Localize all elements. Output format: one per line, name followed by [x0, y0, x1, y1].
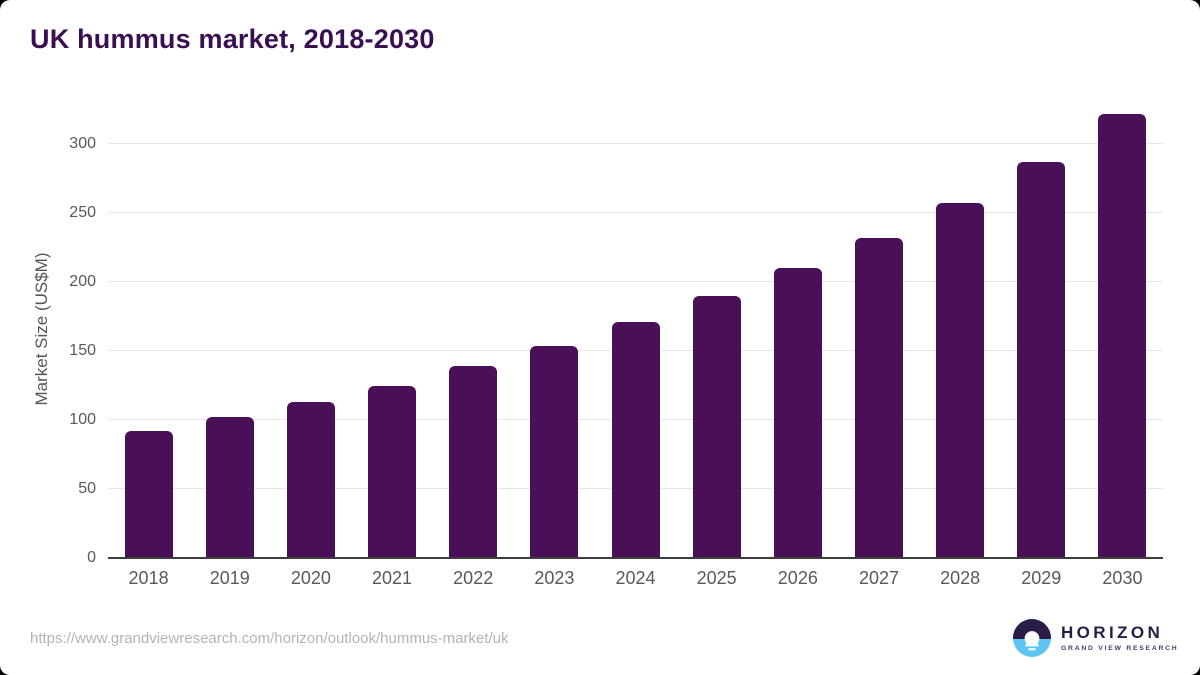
logo-name: HORIZON [1061, 623, 1164, 643]
y-axis-title: Market Size (US$M) [32, 252, 51, 406]
x-tick-label-2029: 2029 [1021, 568, 1062, 588]
brand-logo: HORIZON GRAND VIEW RESEARCH [1013, 619, 1178, 657]
bar-slot-2028 [920, 100, 1001, 558]
bar-2025[interactable] [692, 295, 741, 558]
x-tick-label-2019: 2019 [209, 568, 250, 588]
horizon-sun-circle-icon [1013, 619, 1051, 657]
y-tick-label-250: 250 [69, 204, 96, 222]
bar-2023[interactable] [530, 345, 579, 558]
source-url: https://www.grandviewresearch.com/horizo… [30, 630, 509, 647]
plot-area: 0 50 100 150 200 250 300 [69, 100, 1163, 566]
x-tick-label-2020: 2020 [290, 568, 331, 588]
bar-slot-2030 [1082, 100, 1163, 558]
gridline-300 [108, 143, 1163, 145]
x-tick-label-2022: 2022 [453, 568, 494, 588]
bar-slot-2024 [595, 100, 676, 558]
x-tick-label-2030: 2030 [1102, 568, 1143, 588]
x-tick-label-2023: 2023 [534, 568, 575, 588]
bar-2026[interactable] [773, 268, 822, 558]
x-tick-label-2026: 2026 [777, 568, 818, 588]
x-tick-label-2028: 2028 [940, 568, 981, 588]
y-tick-label-50: 50 [78, 480, 96, 498]
x-tick-label-2025: 2025 [696, 568, 737, 588]
bar-slot-2020 [270, 100, 351, 558]
bar-slot-2027 [838, 100, 919, 558]
bar-2020[interactable] [286, 402, 335, 558]
bar-slot-2026 [757, 100, 838, 558]
bar-slot-2022 [433, 100, 514, 558]
bar-slot-2019 [189, 100, 270, 558]
gridline-250 [108, 212, 1163, 214]
bar-2030[interactable] [1098, 113, 1147, 558]
x-tick-label-2024: 2024 [615, 568, 656, 588]
bars-row [108, 100, 1163, 558]
y-tick-label-100: 100 [69, 411, 96, 429]
x-axis-labels: 2018 2019 2020 2021 2022 2023 2024 2025 2026 2027… [108, 568, 1163, 589]
bar-2029[interactable] [1017, 162, 1066, 558]
bar-2021[interactable] [368, 385, 417, 558]
bar-2028[interactable] [936, 203, 985, 558]
bar-2024[interactable] [611, 322, 660, 558]
x-tick-label-2018: 2018 [128, 568, 169, 588]
bar-2019[interactable] [205, 417, 254, 558]
bar-slot-2029 [1001, 100, 1082, 558]
y-tick-label-300: 300 [69, 135, 96, 153]
x-axis-line [108, 557, 1163, 559]
bar-2027[interactable] [854, 237, 903, 558]
x-tick-label-2027: 2027 [858, 568, 899, 588]
y-tick-label-150: 150 [69, 342, 96, 360]
bar-slot-2025 [676, 100, 757, 558]
gridline-200 [108, 281, 1163, 283]
y-tick-label-0: 0 [87, 549, 96, 566]
bar-2018[interactable] [124, 431, 173, 558]
page-title: UK hummus market, 2018-2030 [30, 24, 435, 54]
bar-slot-2023 [514, 100, 595, 558]
y-tick-label-200: 200 [69, 273, 96, 291]
logo-subtitle: GRAND VIEW RESEARCH [1061, 644, 1179, 652]
x-tick-label-2021: 2021 [372, 568, 413, 588]
bar-slot-2018 [108, 100, 189, 558]
bar-2022[interactable] [449, 366, 498, 558]
bar-slot-2021 [351, 100, 432, 558]
